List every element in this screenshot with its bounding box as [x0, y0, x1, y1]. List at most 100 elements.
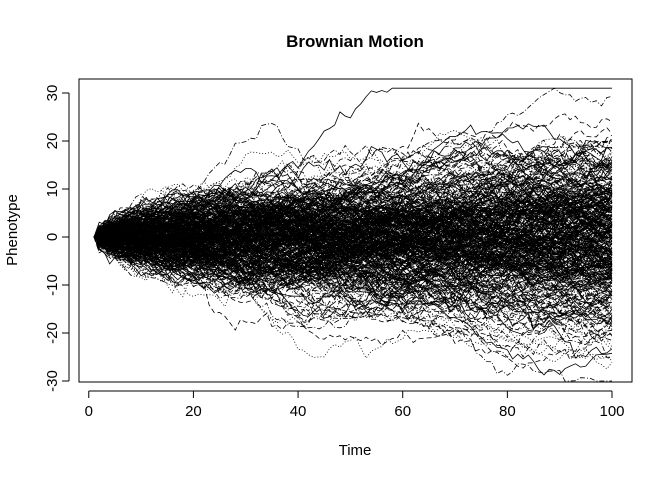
series-line [93, 236, 613, 305]
y-axis-label: Phenotype [4, 194, 21, 266]
series-line [93, 87, 612, 244]
series-line [93, 139, 612, 260]
series-line [93, 164, 613, 241]
x-tick-label: 0 [85, 403, 93, 420]
x-tick-label: 100 [599, 403, 624, 420]
series-line [93, 208, 613, 283]
series-line [93, 236, 612, 382]
series-line [93, 198, 613, 245]
series-line [93, 87, 613, 240]
series-line [93, 182, 613, 249]
chart-title: Brownian Motion [286, 32, 424, 51]
x-axis: 0 20 40 60 80 100 [85, 390, 625, 420]
series-group [93, 87, 613, 382]
series-line [93, 229, 613, 346]
series-line [93, 159, 613, 243]
series-line [93, 198, 613, 241]
series-line [93, 160, 613, 248]
series-line [93, 203, 613, 251]
series-line [94, 162, 613, 248]
series-line [93, 225, 613, 254]
series-line [93, 157, 613, 255]
y-tick-label: 10 [44, 181, 61, 198]
y-tick-label: -20 [44, 322, 61, 344]
series-line [93, 185, 613, 270]
y-tick-label: -30 [44, 370, 61, 392]
series-line [93, 232, 613, 284]
series-line [93, 229, 613, 322]
series-line [93, 236, 613, 323]
series-line [93, 197, 613, 271]
series-line [93, 196, 613, 251]
series-line [93, 220, 613, 266]
series-line [93, 195, 613, 241]
series-line [93, 236, 613, 300]
series-line [93, 221, 613, 275]
series-line [93, 191, 613, 276]
y-tick-label: 30 [44, 85, 61, 102]
series-line [93, 174, 613, 262]
series-line [93, 217, 613, 280]
x-tick-label: 60 [394, 403, 411, 420]
series-line [93, 227, 613, 312]
series-line [93, 231, 613, 305]
series-line [93, 142, 613, 238]
series-line [93, 205, 613, 284]
series-line [93, 213, 613, 273]
plot-frame [78, 78, 633, 383]
x-tick-label: 80 [499, 403, 516, 420]
series-line [93, 213, 613, 297]
series-line [93, 206, 613, 268]
series-line [93, 218, 613, 287]
series-line [93, 166, 613, 264]
series-line [93, 236, 613, 308]
series-line [93, 228, 613, 322]
series-line [93, 199, 613, 301]
series-line [93, 193, 613, 289]
series-line [93, 219, 613, 259]
x-tick-label: 40 [290, 403, 307, 420]
series-line [93, 233, 613, 338]
series-line [93, 211, 613, 273]
series-line [93, 175, 613, 249]
series-line [93, 179, 613, 265]
series-line [93, 223, 613, 316]
series-line [93, 236, 613, 350]
series-line [93, 163, 613, 254]
series-line [93, 220, 613, 307]
series-line [93, 178, 613, 238]
series-line [93, 192, 613, 252]
series-line [93, 132, 613, 239]
series-line [93, 234, 613, 270]
y-tick-label: -10 [44, 274, 61, 296]
series-line [93, 236, 613, 361]
x-axis-label: Time [339, 442, 372, 459]
series-line [93, 145, 613, 238]
series-line [93, 123, 613, 244]
series-line [93, 195, 613, 238]
y-tick-label: 20 [44, 133, 61, 150]
series-line [93, 149, 613, 247]
series-line [93, 140, 613, 242]
series-line [93, 144, 613, 258]
x-tick-label: 20 [185, 403, 202, 420]
series-line [93, 138, 613, 238]
series-line [93, 236, 613, 358]
y-tick-label: 0 [44, 233, 61, 241]
series-line [93, 172, 613, 258]
series-line [93, 236, 613, 322]
series-line [93, 173, 613, 238]
series-line [93, 123, 612, 239]
series-line [93, 236, 613, 305]
series-line [93, 208, 613, 376]
series-line [93, 229, 613, 298]
series-line [93, 236, 613, 286]
series-line [93, 236, 613, 363]
series-line [93, 129, 613, 244]
series-line [93, 230, 613, 318]
series-line [93, 232, 613, 329]
series-line [93, 197, 613, 261]
series-line [93, 160, 613, 238]
